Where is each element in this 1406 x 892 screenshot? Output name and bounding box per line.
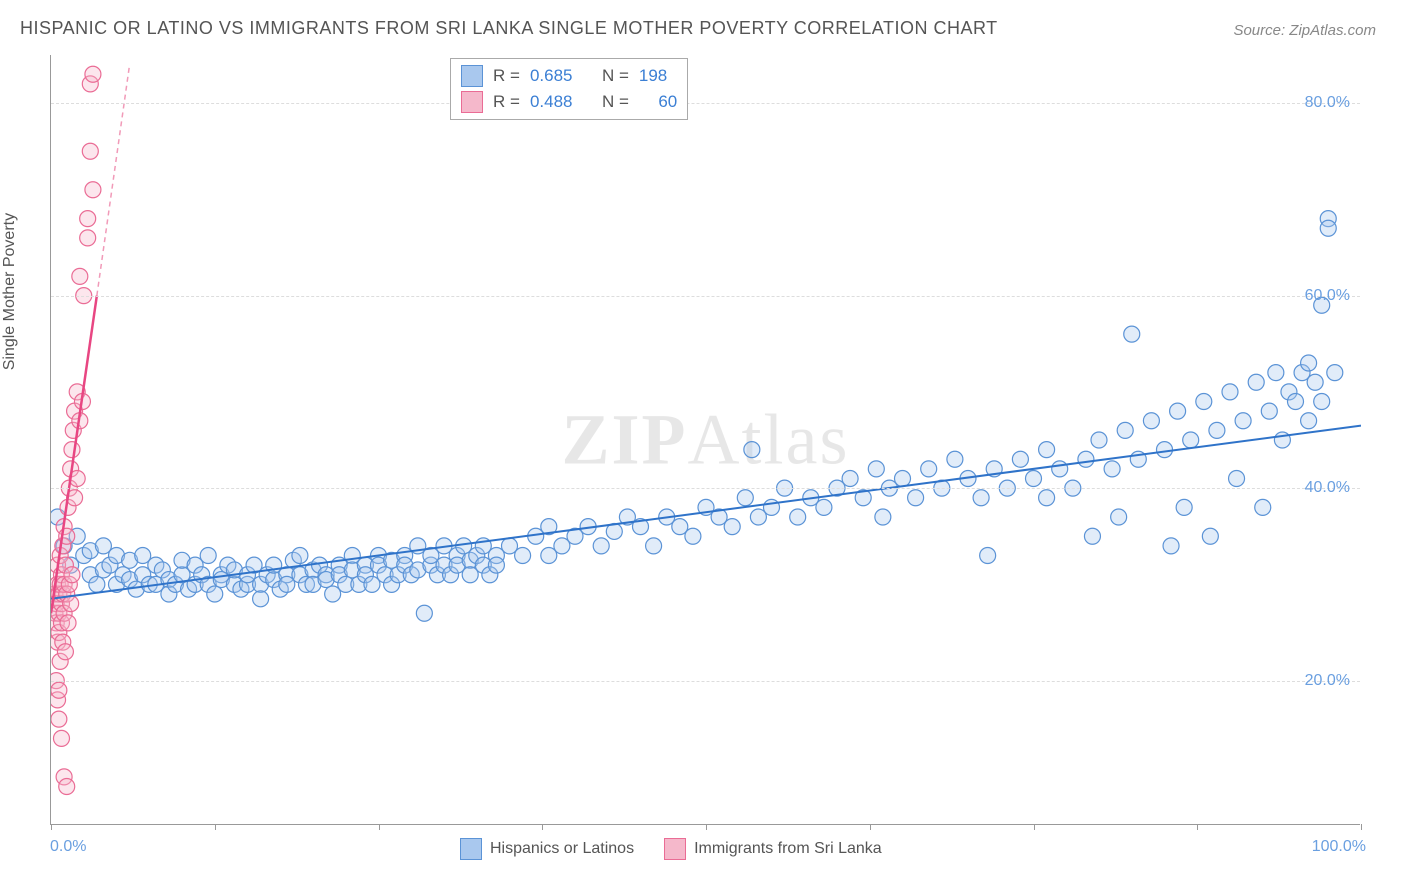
gridline bbox=[51, 103, 1360, 104]
r-value-blue: 0.685 bbox=[530, 66, 573, 86]
legend-item-pink: Immigrants from Sri Lanka bbox=[664, 838, 882, 860]
n-label: N = bbox=[602, 66, 629, 86]
x-tick bbox=[1034, 824, 1035, 830]
gridline bbox=[51, 488, 1360, 489]
swatch-blue-icon bbox=[460, 838, 482, 860]
stats-row-pink: R = 0.488 N = 60 bbox=[461, 89, 677, 115]
r-value-pink: 0.488 bbox=[530, 92, 573, 112]
y-tick-label: 20.0% bbox=[1305, 672, 1350, 690]
legend-label-blue: Hispanics or Latinos bbox=[490, 840, 634, 858]
x-axis-max-label: 100.0% bbox=[1312, 838, 1366, 856]
stats-row-blue: R = 0.685 N = 198 bbox=[461, 63, 677, 89]
n-value-blue: 198 bbox=[639, 66, 667, 86]
swatch-blue bbox=[461, 65, 483, 87]
x-tick bbox=[706, 824, 707, 830]
source-attribution: Source: ZipAtlas.com bbox=[1233, 22, 1376, 39]
swatch-pink bbox=[461, 91, 483, 113]
x-tick bbox=[1361, 824, 1362, 830]
x-axis-min-label: 0.0% bbox=[50, 838, 86, 856]
n-value-pink: 60 bbox=[658, 92, 677, 112]
chart-title: HISPANIC OR LATINO VS IMMIGRANTS FROM SR… bbox=[20, 18, 998, 39]
bottom-legend: Hispanics or Latinos Immigrants from Sri… bbox=[460, 838, 882, 860]
x-tick bbox=[542, 824, 543, 830]
legend-label-pink: Immigrants from Sri Lanka bbox=[694, 840, 882, 858]
x-tick bbox=[379, 824, 380, 830]
x-tick bbox=[215, 824, 216, 830]
n-label: N = bbox=[602, 92, 629, 112]
stats-legend: R = 0.685 N = 198 R = 0.488 N = 60 bbox=[450, 58, 688, 120]
r-label: R = bbox=[493, 92, 520, 112]
x-tick bbox=[51, 824, 52, 830]
r-label: R = bbox=[493, 66, 520, 86]
x-tick bbox=[1197, 824, 1198, 830]
x-tick bbox=[870, 824, 871, 830]
scatter-svg bbox=[51, 55, 1361, 825]
y-tick-label: 80.0% bbox=[1305, 94, 1350, 112]
gridline bbox=[51, 296, 1360, 297]
plot-area: ZIPAtlas 20.0%40.0%60.0%80.0% bbox=[50, 55, 1360, 825]
gridline bbox=[51, 681, 1360, 682]
y-axis-title: Single Mother Poverty bbox=[1, 213, 19, 370]
y-tick-label: 40.0% bbox=[1305, 479, 1350, 497]
legend-item-blue: Hispanics or Latinos bbox=[460, 838, 634, 860]
y-tick-label: 60.0% bbox=[1305, 287, 1350, 305]
swatch-pink-icon bbox=[664, 838, 686, 860]
